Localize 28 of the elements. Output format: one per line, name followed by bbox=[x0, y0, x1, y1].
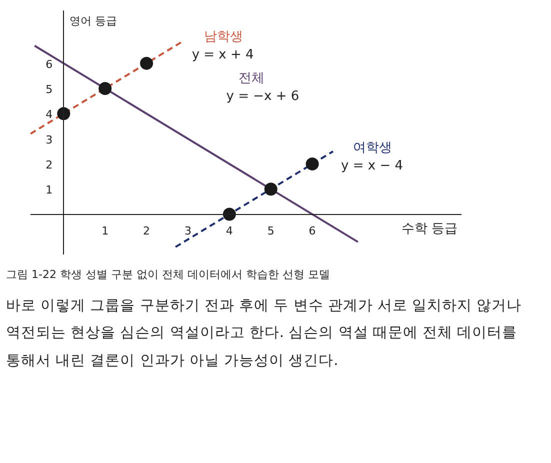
series-label: 여학생 bbox=[353, 140, 392, 156]
x-tick-label: 1 bbox=[102, 224, 109, 238]
point bbox=[306, 157, 319, 170]
y-tick-label: 2 bbox=[46, 158, 53, 172]
x-tick-label: 2 bbox=[143, 224, 150, 238]
point bbox=[57, 107, 70, 120]
annotation: y = −x + 6 bbox=[226, 88, 300, 104]
annotation: y = x − 4 bbox=[341, 158, 404, 174]
caption: 그림 1-22 학생 성별 구분 없이 전체 데이터에서 학습한 선형 모델 bbox=[6, 267, 330, 283]
x-axis-title: 수학 등급 bbox=[401, 221, 458, 236]
y-tick-label: 5 bbox=[46, 82, 53, 96]
point bbox=[98, 82, 112, 95]
y-axis-title: 영어 등급 bbox=[70, 14, 118, 28]
point bbox=[140, 56, 154, 70]
y-tick-label: 3 bbox=[46, 133, 53, 146]
annotation: y = x + 4 bbox=[192, 48, 254, 63]
x-tick-label: 3 bbox=[184, 224, 192, 238]
text: 전체 bbox=[238, 70, 264, 86]
x-tick-label: 5 bbox=[267, 224, 274, 238]
text: 바로 이렇게 그룹을 구분하기 전과 후에 두 변수 관계가 서로 일치하지 않거나 역전되는 현상을 심슨의 역설이라고 한다. 심슨의 역설 때문에 전체 데이터를 통해서 내린 결론이 인과가 아닐 가능성이 생긴다. bbox=[6, 296, 523, 371]
y-tick-label: 6 bbox=[46, 58, 53, 71]
x-tick-label: 6 bbox=[308, 224, 316, 238]
y-tick-label: 4 bbox=[46, 108, 53, 122]
x-tick-label: 4 bbox=[226, 224, 233, 238]
y-tick-label: 1 bbox=[46, 184, 53, 197]
point bbox=[264, 182, 278, 196]
point bbox=[222, 208, 236, 221]
series-label: 남학생 bbox=[204, 30, 243, 45]
